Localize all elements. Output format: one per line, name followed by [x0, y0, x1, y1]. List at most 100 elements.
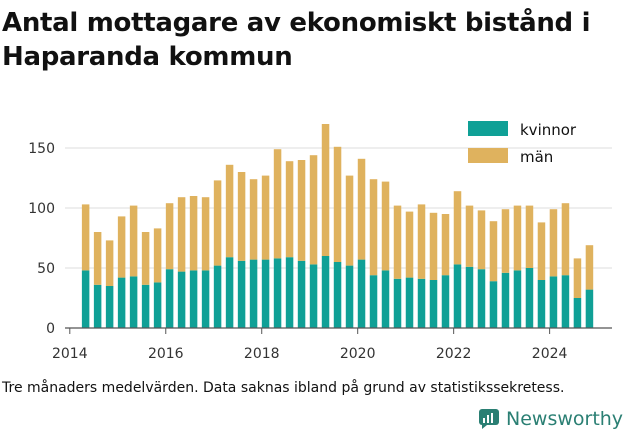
bar-man [453, 191, 462, 265]
bar-man [537, 222, 546, 280]
bar-man [285, 161, 294, 258]
bar-man [309, 155, 318, 265]
bar-kvinnor [333, 262, 342, 328]
bar-man [345, 175, 354, 266]
y-tick-label: 100 [28, 201, 55, 217]
newsworthy-logo-icon [479, 409, 499, 429]
bar-kvinnor [237, 260, 246, 328]
bar-man [225, 164, 234, 258]
bar-kvinnor [189, 270, 198, 328]
bar-kvinnor [297, 260, 306, 328]
bar-kvinnor [417, 278, 426, 328]
bar-man [105, 240, 114, 286]
bar-kvinnor [489, 281, 498, 328]
bar-kvinnor [225, 257, 234, 328]
bar-man [405, 211, 414, 278]
y-tick-label: 50 [37, 261, 55, 277]
bars [81, 124, 594, 328]
bar-kvinnor [177, 271, 186, 328]
bar-man [489, 221, 498, 282]
bar-man [477, 210, 486, 270]
bar-kvinnor [309, 264, 318, 328]
bar-man [525, 205, 534, 268]
bar-kvinnor [273, 258, 282, 328]
bar-man [513, 205, 522, 271]
bar-kvinnor [345, 265, 354, 328]
x-tick-label: 2020 [340, 346, 376, 362]
bar-kvinnor [513, 270, 522, 328]
bar-kvinnor [153, 282, 162, 328]
bar-kvinnor [537, 280, 546, 328]
brand-logo: Newsworthy [478, 408, 623, 430]
legend-label: kvinnor [520, 121, 577, 139]
bar-man [369, 179, 378, 276]
bar-kvinnor [165, 269, 174, 328]
bar-man [321, 124, 330, 256]
bar-kvinnor [549, 276, 558, 328]
bar-man [213, 180, 222, 266]
legend-swatch-kvinnor [468, 121, 508, 136]
chart-caption: Tre månaders medelvärden. Data saknas ib… [2, 380, 565, 396]
bar-kvinnor [369, 275, 378, 328]
bar-kvinnor [585, 289, 594, 328]
bar-man [417, 204, 426, 279]
bar-man [177, 197, 186, 272]
bar-kvinnor [105, 286, 114, 328]
bar-man [153, 228, 162, 283]
x-tick-label: 2018 [244, 346, 280, 362]
x-tick-label: 2014 [52, 346, 88, 362]
bar-kvinnor [573, 298, 582, 328]
x-tick-label: 2024 [532, 346, 568, 362]
bar-man [561, 203, 570, 276]
bar-man [357, 158, 366, 260]
chart-title: Antal mottagare av ekonomiskt bistånd i … [2, 8, 591, 72]
bar-man [249, 179, 258, 260]
bar-kvinnor [381, 270, 390, 328]
y-tick-label: 150 [28, 141, 55, 157]
bar-man [165, 203, 174, 270]
bar-kvinnor [321, 256, 330, 328]
bar-man [501, 209, 510, 273]
bar-kvinnor [477, 269, 486, 328]
bar-kvinnor [525, 268, 534, 328]
bar-man [585, 245, 594, 290]
bar-kvinnor [465, 266, 474, 328]
bar-man [261, 175, 270, 260]
bar-man [465, 205, 474, 267]
bar-man [573, 258, 582, 298]
bar-kvinnor [249, 259, 258, 328]
bar-man [117, 216, 126, 278]
bar-man [297, 160, 306, 261]
bar-kvinnor [285, 257, 294, 328]
bar-man [237, 172, 246, 261]
axes: 0 50 100 150 2014 2016 2018 2020 2022 2024 [28, 141, 612, 362]
bar-kvinnor [561, 275, 570, 328]
bar-kvinnor [117, 277, 126, 328]
bar-man [81, 204, 90, 271]
bar-man [273, 149, 282, 259]
bar-man [393, 205, 402, 279]
bar-kvinnor [129, 276, 138, 328]
bar-kvinnor [501, 272, 510, 328]
x-tick-label: 2022 [436, 346, 472, 362]
x-tick-label: 2016 [148, 346, 184, 362]
legend-swatch-man [468, 148, 508, 163]
bar-kvinnor [81, 270, 90, 328]
bar-man [93, 232, 102, 285]
bar-kvinnor [93, 284, 102, 328]
bar-man [141, 232, 150, 285]
brand-name: Newsworthy [506, 408, 624, 430]
bar-man [381, 181, 390, 271]
bar-kvinnor [405, 277, 414, 328]
bar-kvinnor [141, 284, 150, 328]
bar-man [549, 209, 558, 277]
bar-kvinnor [393, 278, 402, 328]
legend-label: män [520, 148, 553, 166]
bar-man [441, 214, 450, 276]
bar-kvinnor [261, 259, 270, 328]
bar-kvinnor [441, 275, 450, 328]
bar-kvinnor [429, 280, 438, 328]
bar-kvinnor [213, 265, 222, 328]
y-tick-label: 0 [46, 321, 55, 337]
bar-man [189, 196, 198, 271]
